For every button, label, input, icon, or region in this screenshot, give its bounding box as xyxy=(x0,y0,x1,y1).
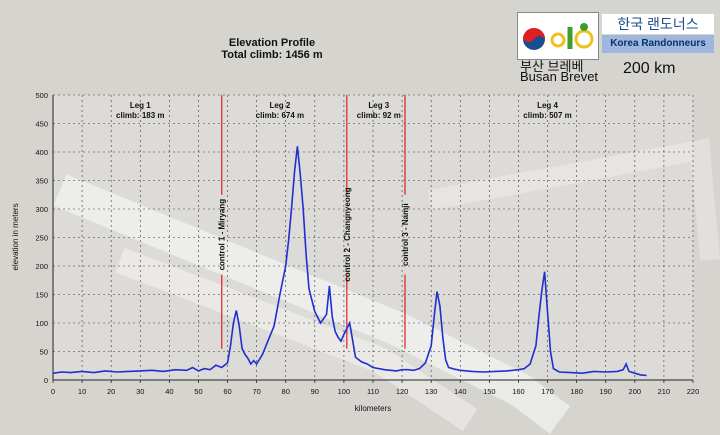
background-road xyxy=(115,247,478,431)
x-tick-label: 150 xyxy=(483,387,496,396)
control-label: control 3 - Namji xyxy=(401,203,410,266)
x-tick-label: 70 xyxy=(252,387,260,396)
control-markers: control 1 - Miryang control 2 - Changnyeo… xyxy=(218,95,410,349)
randonneurs-logo xyxy=(517,12,599,60)
x-tick-label: 80 xyxy=(282,387,290,396)
x-tick-label: 60 xyxy=(223,387,231,396)
leg-name: Leg 3 xyxy=(368,101,389,110)
y-tick-label: 450 xyxy=(35,120,48,129)
x-tick-label: 0 xyxy=(51,387,55,396)
x-tick-label: 50 xyxy=(194,387,202,396)
y-tick-label: 300 xyxy=(35,205,48,214)
leg-climb: climb: 183 m xyxy=(116,111,164,120)
brevet-english-name: Busan Brevet xyxy=(520,69,599,84)
y-tick-label: 100 xyxy=(35,319,48,328)
x-tick-label: 200 xyxy=(629,387,642,396)
x-tick-label: 20 xyxy=(107,387,115,396)
elevation-line xyxy=(52,146,647,377)
x-tick-label: 210 xyxy=(658,387,671,396)
x-tick-label: 170 xyxy=(541,387,554,396)
gridlines xyxy=(53,94,694,380)
x-tick-label: 220 xyxy=(687,387,700,396)
y-tick-label: 0 xyxy=(44,376,48,385)
brevet-korean-name: 부산 브레베 xyxy=(520,59,584,74)
background-road xyxy=(428,138,720,261)
y-tick-label: 200 xyxy=(35,262,48,271)
x-tick-label: 140 xyxy=(454,387,467,396)
leg-climb: climb: 92 m xyxy=(357,111,401,120)
y-tick-label: 400 xyxy=(35,148,48,157)
x-tick-label: 180 xyxy=(570,387,583,396)
leg-climb: climb: 674 m xyxy=(256,111,304,120)
y-tick-label: 150 xyxy=(35,291,48,300)
axes: 0 50 100 150 200 250 300 350 400 450 500 0 10 20 30 40 5… xyxy=(35,91,699,396)
y-tick-label: 50 xyxy=(40,348,48,357)
control-label: control 2 - Changnyeong xyxy=(343,187,352,281)
x-tick-label: 40 xyxy=(165,387,173,396)
control-label: control 1 - Miryang xyxy=(218,199,227,271)
brevet-distance: 200 km xyxy=(623,60,676,77)
x-tick-label: 110 xyxy=(367,387,379,396)
leg-name: Leg 2 xyxy=(269,101,290,110)
x-tick-label: 130 xyxy=(425,387,438,396)
logo-english-text: Korea Randonneurs xyxy=(602,35,714,53)
leg-name: Leg 1 xyxy=(130,101,151,110)
x-tick-label: 30 xyxy=(136,387,144,396)
leg-name: Leg 4 xyxy=(537,101,558,110)
x-tick-label: 160 xyxy=(512,387,525,396)
x-tick-label: 190 xyxy=(599,387,612,396)
y-tick-label: 250 xyxy=(35,234,48,243)
chart-title: Elevation Profile xyxy=(229,37,315,49)
x-tick-label: 90 xyxy=(311,387,319,396)
x-tick-label: 100 xyxy=(338,387,351,396)
logo-korean-text: 한국 랜도너스 xyxy=(602,14,714,34)
x-tick-label: 10 xyxy=(78,387,86,396)
x-tick-label: 120 xyxy=(396,387,409,396)
y-tick-label: 350 xyxy=(35,177,48,186)
leg-climb: climb: 507 m xyxy=(523,111,571,120)
y-tick-label: 500 xyxy=(35,91,48,100)
y-axis-label: elevation in meters xyxy=(11,203,20,270)
chart-subtitle: Total climb: 1456 m xyxy=(221,49,322,61)
x-axis-label: kilometers xyxy=(355,404,391,413)
